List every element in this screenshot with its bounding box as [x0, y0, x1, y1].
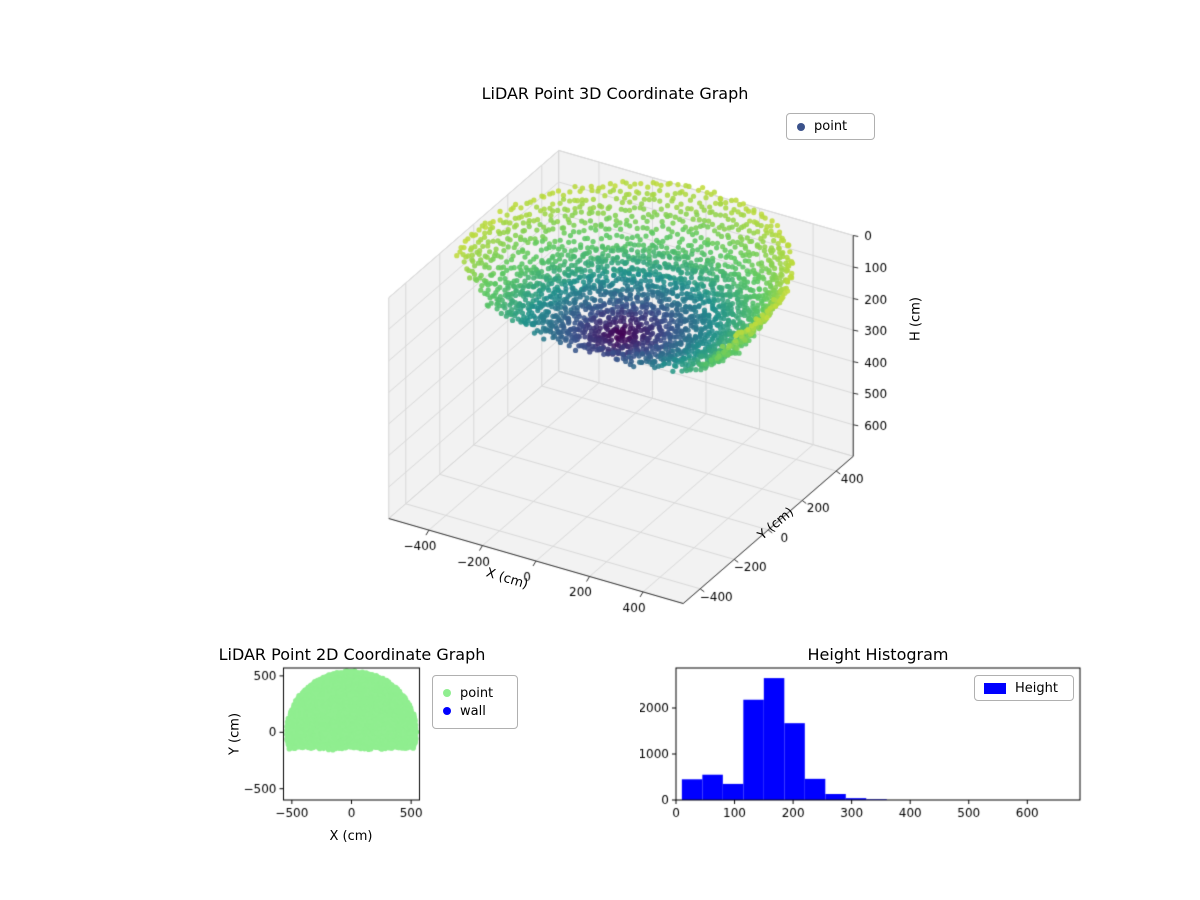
2d-y-axis-label: Y (cm) [227, 712, 243, 756]
3d-chart-title: LiDAR Point 3D Coordinate Graph [481, 84, 749, 103]
height-legend-marker-icon [984, 682, 1006, 694]
2d-x-axis-label: X (cm) [329, 829, 373, 844]
3d-h-axis-label: H (cm) [908, 297, 924, 341]
legend-label-point: point [460, 685, 494, 701]
legend-entry-point: point [443, 686, 507, 701]
2d-chart-title: LiDAR Point 2D Coordinate Graph [218, 645, 486, 664]
legend-label-height: Height [1015, 680, 1058, 696]
2d-scatter-canvas [240, 655, 450, 825]
point-legend-marker-icon [443, 689, 451, 697]
2d-legend: point wall [432, 675, 518, 729]
3d-legend: point [786, 113, 875, 140]
histogram-legend: Height [974, 675, 1074, 701]
wall-legend-marker-icon [443, 707, 451, 715]
3d-scatter-canvas [300, 120, 940, 660]
legend-entry-height: Height [984, 681, 1064, 696]
legend-label-point: point [814, 119, 848, 134]
histogram-title: Height Histogram [807, 645, 949, 664]
point-legend-marker-icon [797, 122, 805, 131]
legend-entry-point: point [797, 119, 864, 134]
legend-label-wall: wall [460, 703, 486, 719]
legend-entry-wall: wall [443, 704, 507, 719]
